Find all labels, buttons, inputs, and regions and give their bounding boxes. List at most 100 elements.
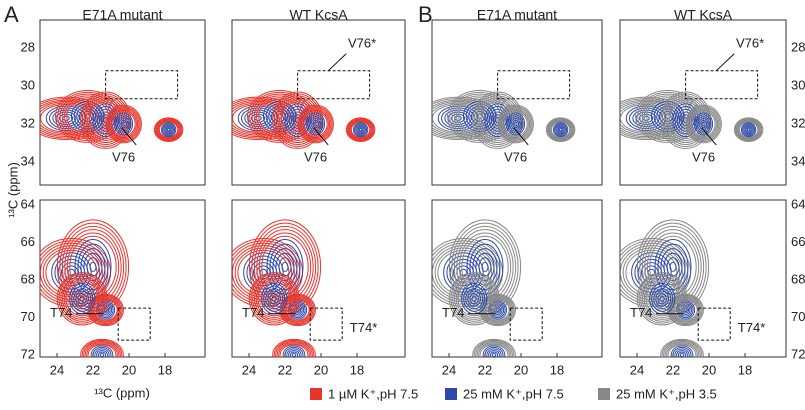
contour: [651, 285, 674, 312]
contour: [81, 339, 123, 357]
axis-label: ¹³C (ppm): [94, 385, 150, 400]
x-tick-label: 24: [242, 362, 256, 377]
x-tick-label: 22: [666, 362, 680, 377]
contour: [45, 249, 98, 296]
contour: [666, 257, 680, 277]
contour: [463, 285, 486, 312]
contour: [452, 275, 497, 322]
peak-label: T74: [630, 305, 652, 320]
contour: [51, 252, 92, 293]
contour: [86, 257, 100, 277]
contour: [674, 348, 690, 357]
contour: [80, 248, 106, 286]
panel-title: WT KcsA: [289, 7, 348, 23]
contour: [549, 120, 572, 139]
y-tick-label: 66: [791, 234, 805, 249]
y-tick-label: 30: [791, 77, 805, 92]
contour: [243, 252, 284, 293]
legend-label: 25 mM K⁺,pH 7.5: [463, 386, 564, 401]
contour: [303, 111, 328, 137]
contours: [40, 90, 184, 149]
contour: [555, 124, 566, 135]
contour: [312, 119, 320, 129]
contour: [479, 344, 509, 357]
contour: [740, 122, 757, 138]
peak-label: V76: [504, 150, 527, 165]
contour: [253, 277, 295, 320]
contour: [746, 128, 751, 132]
contour: [450, 113, 466, 123]
contour: [352, 122, 369, 138]
contour: [629, 107, 663, 130]
contour: [512, 119, 520, 129]
contour: [278, 257, 292, 277]
pointer: [715, 53, 735, 72]
contour: [110, 109, 137, 139]
panel: WT KcsA V76 T74 V76* T74* 24 22 20 18: [619, 7, 787, 377]
contour: [232, 104, 284, 133]
contour: [80, 338, 124, 357]
x-tick-label: 20: [122, 362, 136, 377]
contour: [484, 346, 504, 357]
contour: [743, 124, 754, 135]
contour: [475, 341, 513, 357]
contour: [676, 108, 695, 132]
contour: [255, 279, 293, 319]
contour: [745, 126, 752, 133]
contour: [547, 119, 574, 141]
contour: [89, 261, 97, 272]
contour: [71, 285, 94, 312]
y-tick-label: 72: [21, 346, 35, 361]
contour: [448, 272, 500, 326]
contour: [275, 341, 313, 357]
contour: [250, 273, 298, 324]
contour: [49, 107, 83, 130]
contour: [63, 279, 101, 319]
contour: [58, 273, 106, 324]
contour: [666, 343, 698, 357]
contour: [90, 345, 114, 357]
panel-title: WT KcsA: [674, 7, 733, 23]
contour: [686, 105, 721, 143]
peak-label: T74: [242, 305, 264, 320]
panel-letter: B: [418, 2, 433, 27]
contour: [469, 293, 479, 305]
contour: [232, 98, 295, 139]
contour: [65, 281, 99, 317]
contour: [269, 243, 301, 291]
contour: [164, 125, 173, 134]
peak-label: T74: [442, 305, 464, 320]
contour: [736, 119, 761, 140]
contour: [117, 116, 131, 132]
contour: [670, 345, 694, 357]
contour: [691, 111, 716, 137]
contour: [348, 119, 373, 140]
legend-label: 1 µM K⁺,pH 7.5: [328, 386, 418, 401]
contour: [501, 108, 531, 140]
contour: [454, 115, 462, 121]
contour: [105, 104, 142, 144]
contour: [679, 352, 685, 357]
contour: [288, 108, 307, 132]
contour: [478, 257, 492, 277]
contour: [481, 261, 489, 272]
contour: [545, 117, 576, 142]
contour: [638, 273, 686, 324]
contour: [513, 121, 518, 127]
contour: [302, 109, 329, 139]
contour: [660, 338, 704, 357]
contour: [114, 112, 134, 136]
contour: [497, 104, 534, 144]
plot-frame: [431, 199, 603, 358]
x-tick-label: 18: [158, 362, 172, 377]
contour: [99, 352, 105, 357]
contour: [263, 285, 286, 312]
contour: [349, 120, 372, 139]
panel: WT KcsA V76 T74 V76* T74* 24 22 20 18: [231, 7, 406, 377]
contour: [166, 128, 171, 132]
x-tick-label: 18: [738, 362, 752, 377]
contour: [73, 288, 92, 310]
contour: [503, 111, 528, 137]
contour: [489, 351, 499, 357]
x-tick-label: 24: [630, 362, 644, 377]
